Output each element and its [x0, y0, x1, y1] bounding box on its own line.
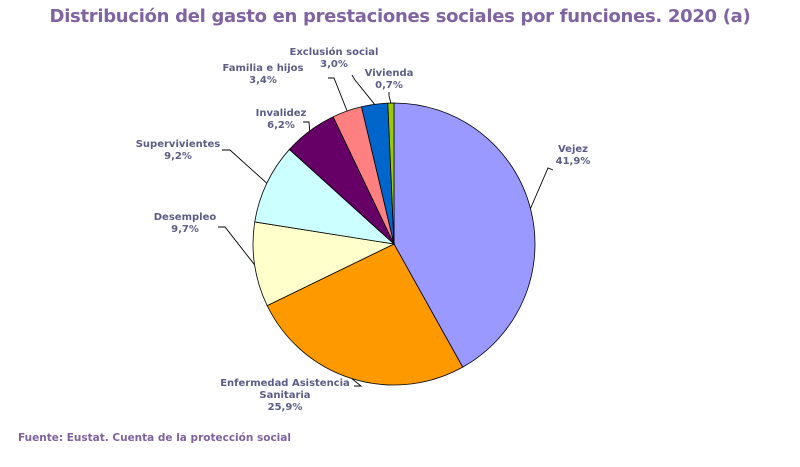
- pie-slice-vejez: [393, 102, 536, 368]
- pie-slice-desempleo: [252, 221, 396, 307]
- leader-line: [218, 226, 255, 265]
- pie-slices: [252, 102, 536, 386]
- leader-line: [303, 121, 311, 132]
- slice-label: Vejez 41,9%: [556, 144, 591, 167]
- leader-line: [351, 74, 375, 105]
- leader-line: [222, 149, 268, 184]
- source-note: Fuente: Eustat. Cuenta de la protección …: [18, 432, 291, 444]
- leader-line: [388, 92, 392, 104]
- slice-label: Familia e hijos 3,4%: [223, 63, 304, 86]
- pie-slice-vivienda: [387, 102, 395, 245]
- leader-lines: [218, 74, 554, 387]
- slice-labels: Vejez 41,9% Enfermedad Asistencia Sanitaria…: [136, 46, 591, 413]
- chart-title: Distribución del gasto en prestaciones s…: [49, 6, 751, 27]
- leader-line: [530, 167, 554, 209]
- slice-label: Supervivientes 9,2%: [136, 139, 221, 162]
- slice-label: Desempleo 9,7%: [154, 212, 217, 235]
- leader-line: [351, 378, 363, 387]
- slice-label: Enfermedad Asistencia Sanitaria 25,9%: [220, 378, 350, 413]
- slice-label: Vivienda 0,7%: [365, 68, 414, 91]
- pie-slice-supervivientes: [254, 148, 396, 245]
- slice-label: Exclusión social 3,0%: [290, 46, 379, 70]
- slice-label: Invalidez 6,2%: [256, 108, 307, 131]
- leader-line: [328, 77, 348, 112]
- pie-slice-enfermedad-asistencia-sanitaria: [266, 243, 464, 386]
